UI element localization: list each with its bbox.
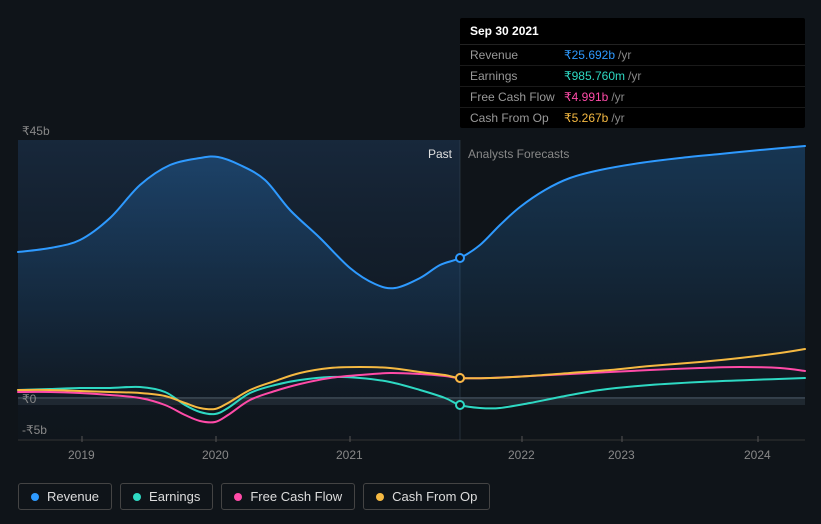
legend-label: Cash From Op	[392, 489, 477, 504]
chart-container: Sep 30 2021 Revenue₹25.692b/yrEarnings₹9…	[0, 0, 821, 524]
tooltip-row-unit: /yr	[618, 48, 631, 62]
x-axis-tick: 2021	[336, 448, 363, 462]
legend-item-revenue[interactable]: Revenue	[18, 483, 112, 510]
tooltip-row: Revenue₹25.692b/yr	[460, 45, 805, 66]
legend-dot	[234, 493, 242, 501]
tooltip-row: Cash From Op₹5.267b/yr	[460, 108, 805, 128]
tooltip-date: Sep 30 2021	[460, 18, 805, 45]
data-tooltip: Sep 30 2021 Revenue₹25.692b/yrEarnings₹9…	[460, 18, 805, 128]
tooltip-row-label: Earnings	[470, 69, 564, 83]
tooltip-row-unit: /yr	[628, 69, 641, 83]
x-axis-tick: 2023	[608, 448, 635, 462]
tooltip-row-value: ₹25.692b	[564, 48, 615, 62]
y-axis-tick: ₹0	[22, 392, 36, 406]
x-axis-tick: 2020	[202, 448, 229, 462]
tooltip-row-unit: /yr	[611, 90, 624, 104]
legend-label: Free Cash Flow	[250, 489, 342, 504]
tooltip-row-value: ₹4.991b	[564, 90, 608, 104]
x-axis-tick: 2024	[744, 448, 771, 462]
legend-dot	[133, 493, 141, 501]
legend-item-cash-from-op[interactable]: Cash From Op	[363, 483, 490, 510]
legend-dot	[376, 493, 384, 501]
tooltip-row-label: Cash From Op	[470, 111, 564, 125]
tooltip-row: Free Cash Flow₹4.991b/yr	[460, 87, 805, 108]
y-axis-tick: -₹5b	[22, 423, 47, 437]
past-label: Past	[428, 147, 452, 161]
y-axis-tick: ₹45b	[22, 124, 50, 138]
tooltip-row-label: Free Cash Flow	[470, 90, 564, 104]
tooltip-row-label: Revenue	[470, 48, 564, 62]
x-axis-tick: 2022	[508, 448, 535, 462]
legend-item-earnings[interactable]: Earnings	[120, 483, 213, 510]
legend-item-free-cash-flow[interactable]: Free Cash Flow	[221, 483, 355, 510]
tooltip-row-unit: /yr	[611, 111, 624, 125]
legend-dot	[31, 493, 39, 501]
legend: Revenue Earnings Free Cash Flow Cash From O…	[18, 483, 490, 510]
tooltip-row-value: ₹5.267b	[564, 111, 608, 125]
legend-label: Revenue	[47, 489, 99, 504]
legend-label: Earnings	[149, 489, 200, 504]
forecast-label: Analysts Forecasts	[468, 147, 569, 161]
x-axis-tick: 2019	[68, 448, 95, 462]
tooltip-row-value: ₹985.760m	[564, 69, 625, 83]
tooltip-row: Earnings₹985.760m/yr	[460, 66, 805, 87]
